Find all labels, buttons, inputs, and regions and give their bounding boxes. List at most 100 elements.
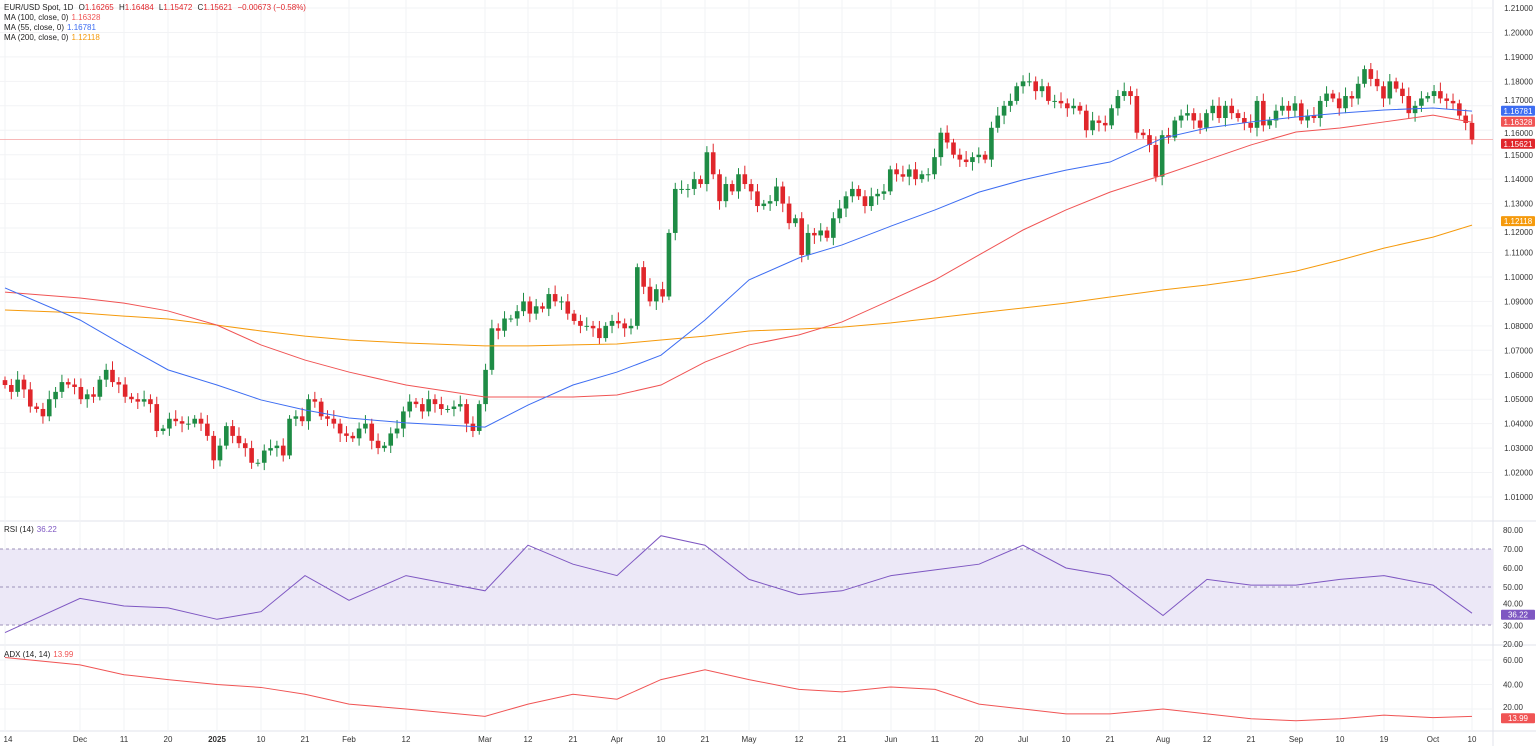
candle (894, 163, 899, 182)
candle (249, 440, 254, 469)
candle-body (1008, 100, 1013, 106)
candle-body (457, 404, 463, 407)
candle (1305, 109, 1310, 128)
candle (122, 377, 128, 403)
candle (53, 386, 58, 408)
candle (205, 415, 210, 441)
candle (1336, 92, 1342, 116)
candle-body (1134, 96, 1140, 133)
candle (261, 444, 267, 471)
candle (72, 378, 77, 395)
candle-body (1140, 132, 1146, 136)
symbol-label: EUR/USD Spot, 1D (4, 3, 74, 12)
candle (723, 176, 729, 208)
candle-body (603, 325, 609, 339)
ma200-legend[interactable]: MA (200, close, 0) 1.12118 (4, 33, 103, 42)
adx-legend[interactable]: ADX (14, 14) 13.99 (4, 650, 76, 659)
candle-body (21, 379, 27, 390)
candle (103, 363, 109, 387)
date-tick-label: 12 (795, 735, 804, 744)
date-tick-label: 21 (569, 735, 578, 744)
candle (1355, 76, 1361, 105)
candle (1330, 89, 1336, 103)
ma200-label: MA (200, close, 0) (4, 33, 69, 42)
candle-body (27, 389, 33, 407)
candle (653, 284, 659, 310)
candle (1400, 82, 1405, 104)
candle (780, 181, 786, 213)
candle (1008, 93, 1013, 112)
candle-body (1431, 91, 1437, 97)
close-value: C1.15621 (198, 3, 233, 12)
ma55-price-badge: 1.16781 (1501, 105, 1535, 116)
candle (420, 397, 425, 419)
candle-body (1046, 86, 1051, 101)
rsi-legend[interactable]: RSI (14) 36.22 (4, 525, 60, 534)
candle (1261, 93, 1266, 132)
ma55-legend[interactable]: MA (55, close, 0) 1.16781 (4, 23, 99, 32)
candle-body (420, 404, 425, 412)
candle-body (211, 435, 216, 461)
low-number: 1.15472 (163, 3, 193, 12)
candle (1298, 99, 1304, 125)
ma100-price-badge-bg (1501, 116, 1535, 127)
candle-body (875, 193, 880, 197)
candle (521, 292, 526, 317)
candle-body (894, 169, 899, 175)
rsi-value: 36.22 (36, 525, 57, 534)
candle (135, 393, 141, 409)
candle (1140, 129, 1146, 139)
date-tick-label: 12 (1203, 735, 1212, 744)
date-tick-label: 19 (1380, 735, 1389, 744)
candle-body (1185, 113, 1190, 116)
candle-body (78, 386, 84, 400)
candle-body (881, 191, 887, 194)
candle-body (401, 411, 406, 429)
candle-body (9, 385, 14, 392)
candle-body (141, 399, 147, 402)
candle (236, 427, 242, 449)
candle-body (1457, 103, 1462, 116)
candle-body (363, 423, 368, 429)
candle (312, 391, 318, 408)
candle (944, 125, 950, 149)
candle-body (565, 301, 571, 314)
price-tick-label: 1.10000 (1504, 273, 1533, 282)
candle (451, 400, 457, 417)
candle-body (40, 408, 46, 417)
price-tick-label: 1.04000 (1504, 420, 1533, 429)
candle (590, 320, 596, 337)
candle (850, 181, 855, 203)
price-tick-label: 1.07000 (1504, 346, 1533, 355)
candle (672, 182, 678, 241)
candle (407, 394, 412, 418)
high-label: H (118, 3, 125, 12)
ma100-legend[interactable]: MA (100, close, 0) 1.16328 (4, 13, 103, 22)
candle-body (1298, 103, 1304, 121)
last-price-badge-text: 1.15621 (1504, 140, 1533, 149)
candle (1425, 92, 1431, 103)
candle (91, 386, 96, 403)
candle (217, 438, 223, 467)
candle-body (584, 325, 590, 327)
candle-body (489, 328, 495, 370)
candle-body (951, 142, 956, 155)
date-tick-label: 14 (4, 735, 13, 744)
candle-body (1330, 93, 1336, 99)
candle-body (1406, 96, 1412, 114)
candle (793, 214, 798, 227)
date-tick-label: 10 (1336, 735, 1345, 744)
ma200-price-badge: 1.12118 (1501, 216, 1535, 227)
candle (1197, 113, 1203, 134)
candle-body (236, 435, 242, 444)
candle (616, 312, 621, 329)
candle (211, 430, 216, 469)
candle (1223, 100, 1228, 127)
candle-body (337, 423, 343, 434)
open-number: 1.16265 (84, 3, 114, 12)
rsi-tick-label: 20.00 (1503, 640, 1524, 649)
candle-body (717, 174, 722, 202)
candle-body (736, 174, 741, 192)
